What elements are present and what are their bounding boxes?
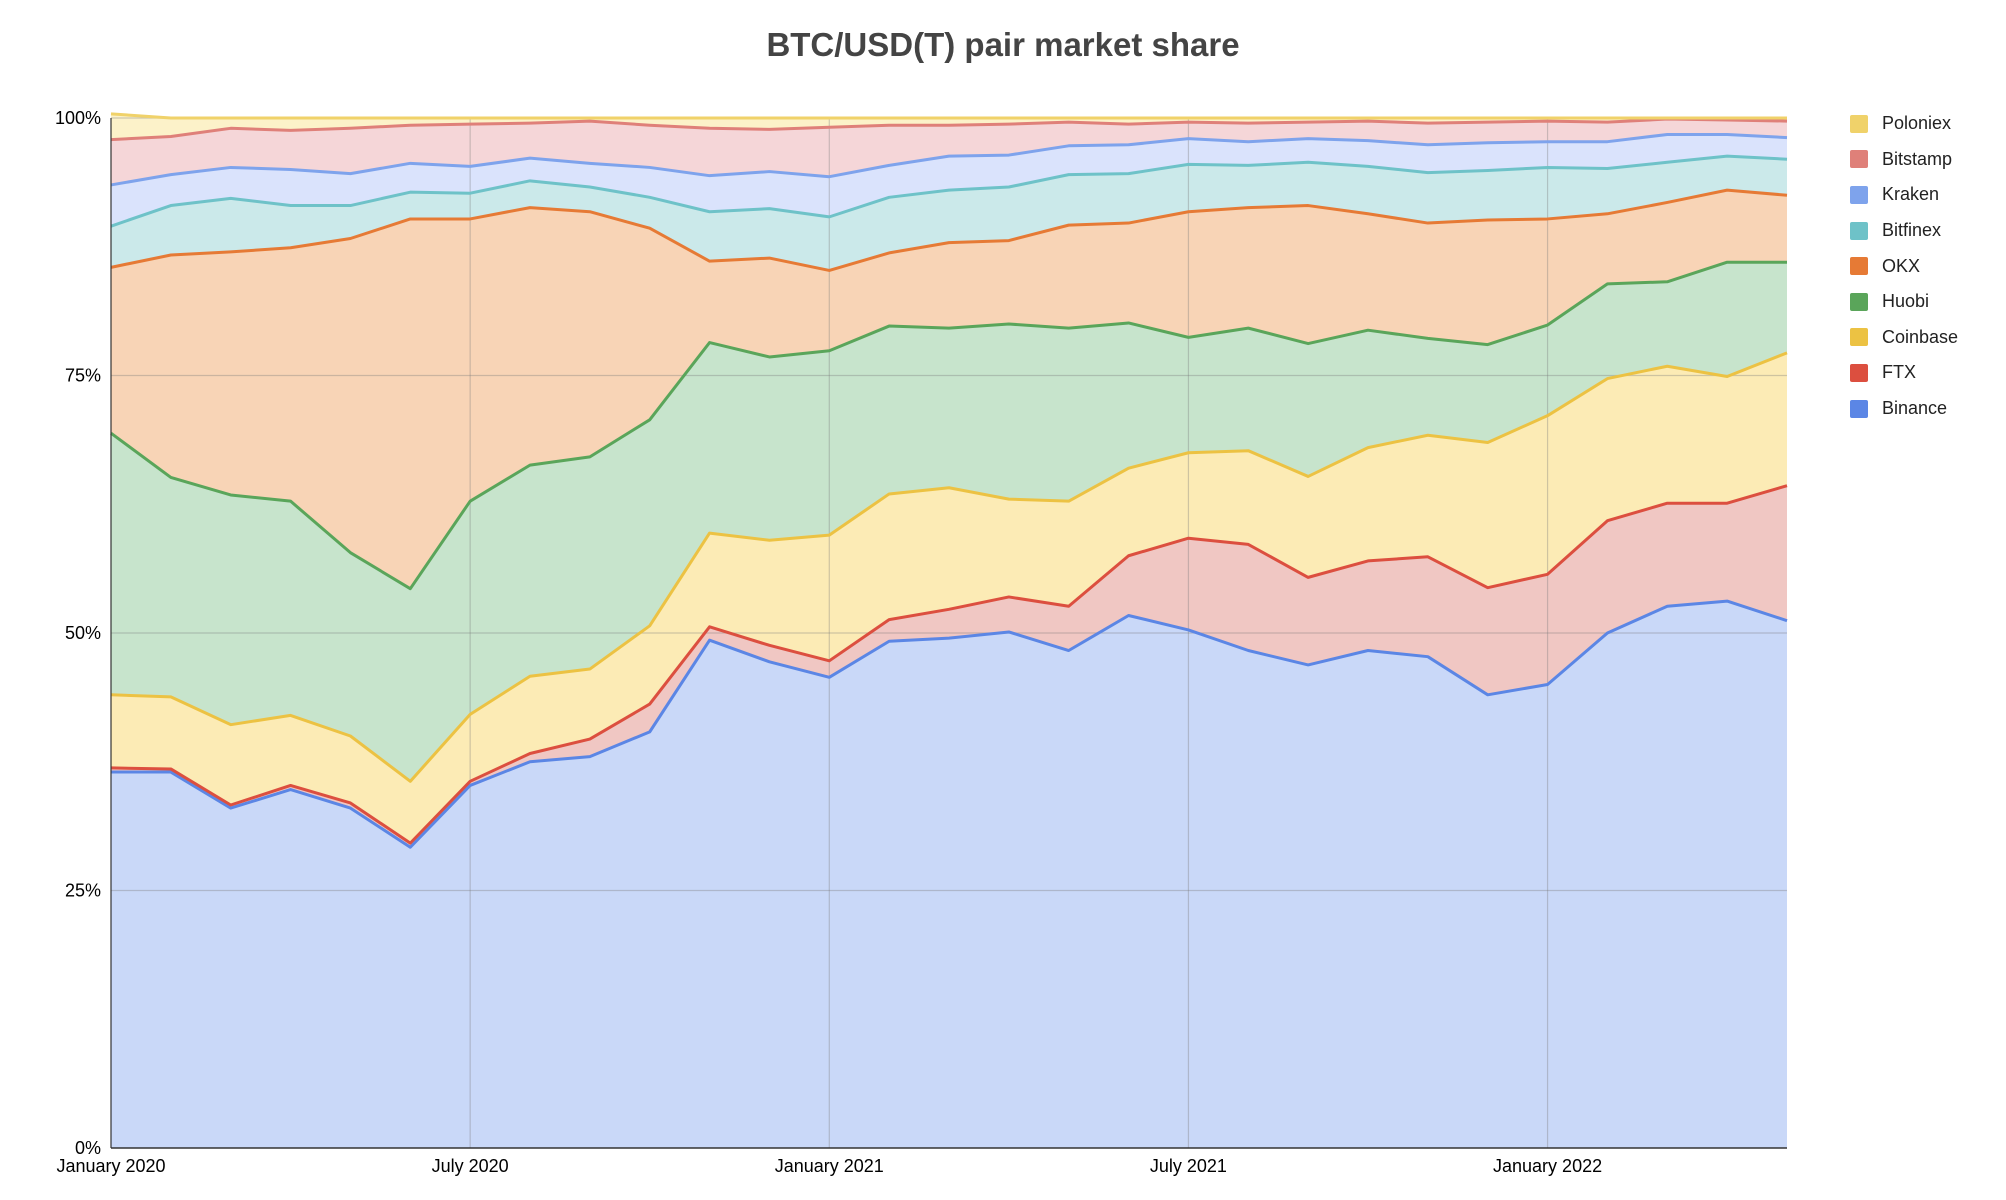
x-tick-label: January 2020: [56, 1156, 165, 1176]
area-kraken: [111, 134, 1787, 227]
area-bitstamp: [111, 119, 1787, 185]
line-ftx: [110, 484, 1788, 845]
legend-label: Kraken: [1882, 184, 1940, 205]
legend-item-kraken: Kraken: [1850, 177, 1958, 213]
area-binance: [111, 601, 1787, 1148]
y-tick-label: 25%: [65, 881, 101, 901]
x-tick-label: January 2022: [1493, 1156, 1602, 1176]
y-tick-label: 75%: [65, 366, 101, 386]
legend-swatch: [1850, 257, 1868, 276]
legend-swatch: [1850, 150, 1868, 169]
legend-swatch: [1850, 399, 1868, 418]
legend-swatch: [1850, 363, 1868, 382]
line-binance: [111, 599, 1788, 849]
legend-label: Bitfinex: [1882, 220, 1942, 241]
line-coinbase: [110, 351, 1788, 783]
chart-title: BTC/USD(T) pair market share: [766, 26, 1240, 63]
legend: Poloniex Bitstamp Kraken Bitfinex OKX Huobi Co…: [1850, 106, 1958, 426]
legend-swatch: [1850, 292, 1868, 311]
area-bitfinex: [111, 156, 1787, 271]
line-huobi: [110, 260, 1787, 591]
legend-item-bitfinex: Bitfinex: [1850, 213, 1958, 249]
legend-item-ftx: FTX: [1850, 355, 1958, 391]
series-areas: [111, 113, 1787, 1148]
series-lines: [110, 112, 1788, 849]
line-okx: [110, 188, 1788, 272]
y-tick-label: 0%: [75, 1138, 101, 1158]
legend-label: FTX: [1882, 362, 1916, 383]
y-tick-label: 100%: [55, 108, 101, 128]
legend-swatch: [1850, 114, 1868, 133]
legend-item-bitstamp: Bitstamp: [1850, 142, 1958, 178]
axes: [110, 118, 1787, 1149]
legend-item-okx: OKX: [1850, 248, 1958, 284]
area-coinbase: [111, 352, 1787, 844]
legend-item-poloniex: Poloniex: [1850, 106, 1958, 142]
y-tick-label: 50%: [65, 623, 101, 643]
area-huobi: [111, 262, 1787, 782]
legend-label: Coinbase: [1882, 326, 1959, 347]
legend-swatch: [1850, 221, 1868, 240]
legend-label: Poloniex: [1882, 113, 1952, 134]
area-ftx: [111, 485, 1787, 848]
area-okx: [111, 190, 1787, 589]
legend-swatch: [1850, 185, 1868, 204]
line-poloniex: [110, 112, 1787, 120]
y-tick-labels: 0% 25% 50% 75% 100%: [55, 108, 101, 1158]
legend-label: Binance: [1882, 398, 1948, 419]
legend-label: Huobi: [1882, 291, 1930, 312]
line-bitfinex: [110, 154, 1788, 228]
legend-label: OKX: [1882, 255, 1921, 276]
legend-item-huobi: Huobi: [1850, 284, 1958, 320]
x-tick-label: July 2020: [432, 1156, 509, 1176]
x-tick-label: January 2021: [775, 1156, 884, 1176]
x-tick-labels: January 2020 July 2020 January 2021 July 20…: [56, 1156, 1602, 1176]
legend-item-coinbase: Coinbase: [1850, 320, 1958, 356]
legend-swatch: [1850, 328, 1868, 347]
line-kraken: [110, 132, 1788, 187]
x-tick-label: July 2021: [1150, 1156, 1227, 1176]
legend-item-binance: Binance: [1850, 391, 1958, 427]
line-bitstamp: [110, 117, 1788, 142]
legend-label: Bitstamp: [1882, 148, 1953, 169]
